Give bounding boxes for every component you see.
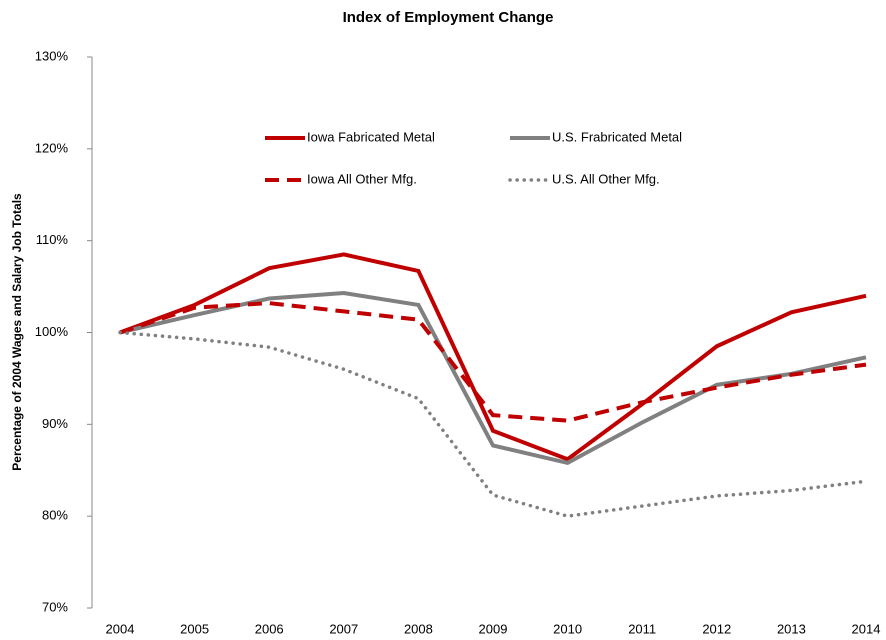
y-tick-label: 90% (42, 416, 68, 431)
series-line (119, 252, 867, 462)
y-tick-label: 110% (36, 232, 69, 247)
x-tick-label: 2005 (180, 621, 209, 636)
x-tick-label: 2006 (255, 621, 284, 636)
legend-label: Iowa All Other Mfg. (307, 171, 417, 186)
x-tick-label: 2010 (553, 621, 582, 636)
series-line (119, 291, 867, 466)
x-tick-label: 2011 (628, 621, 656, 636)
x-tick-label: 2012 (702, 621, 731, 636)
legend-label: U.S. Frabricated Metal (552, 129, 682, 144)
series-line (118, 330, 868, 518)
x-tick-label: 2004 (106, 621, 135, 636)
y-tick-label: 70% (42, 599, 68, 614)
legend-label: Iowa Fabricated Metal (307, 129, 435, 144)
x-tick-label: 2008 (404, 621, 433, 636)
y-tick-label: 100% (35, 324, 69, 339)
x-tick-label: 2009 (479, 621, 508, 636)
y-axis-label: Percentage of 2004 Wages and Salary Job … (10, 193, 24, 471)
legend-label: U.S. All Other Mfg. (552, 171, 660, 186)
series-line (119, 301, 867, 423)
y-tick-label: 130% (35, 48, 69, 63)
y-tick-label: 80% (42, 508, 68, 523)
x-tick-label: 2014 (852, 621, 881, 636)
x-tick-label: 2007 (329, 621, 358, 636)
y-tick-label: 120% (35, 140, 69, 155)
chart-title: Index of Employment Change (343, 9, 554, 26)
x-tick-label: 2013 (777, 621, 806, 636)
